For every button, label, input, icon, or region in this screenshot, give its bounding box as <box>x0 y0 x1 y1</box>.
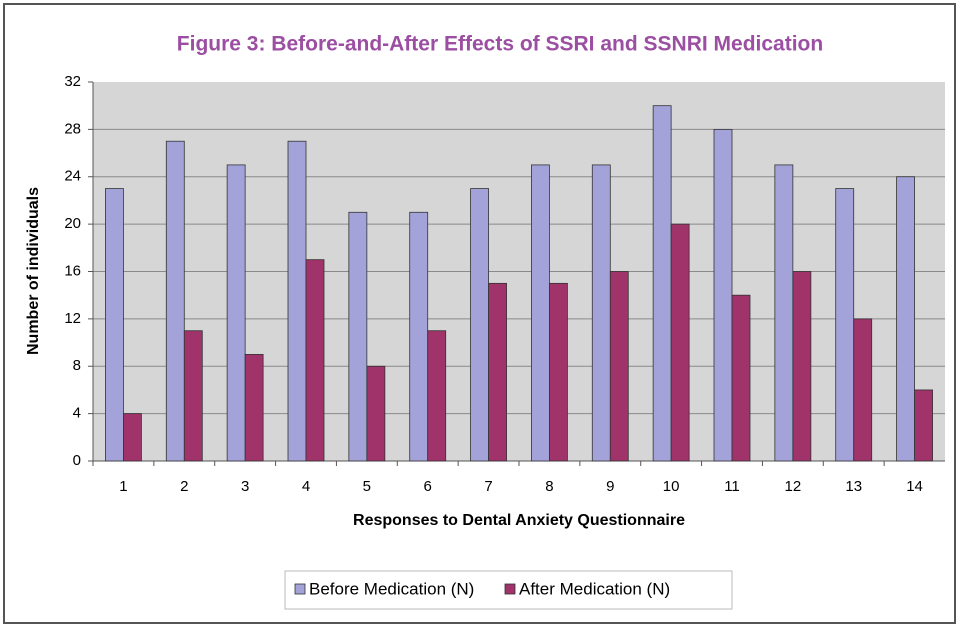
bar <box>123 413 142 462</box>
legend-box <box>284 570 733 610</box>
bar <box>713 128 733 462</box>
bar <box>470 188 489 462</box>
y-tick-label: 16 <box>64 262 81 279</box>
x-tick-label: 14 <box>906 478 923 495</box>
bar <box>609 271 629 462</box>
bar <box>165 140 185 462</box>
y-tick-label: 4 <box>73 405 81 422</box>
bar <box>287 140 307 462</box>
x-tick-label: 4 <box>302 478 310 495</box>
legend-label: Before Medication (N) <box>309 579 474 598</box>
bar <box>226 164 246 462</box>
y-tick-label: 32 <box>64 73 81 90</box>
x-tick-label: 12 <box>785 478 802 495</box>
bar <box>244 354 264 462</box>
x-tick-label: 10 <box>663 478 680 495</box>
x-tick-label: 8 <box>545 478 553 495</box>
bar <box>366 365 386 462</box>
y-tick-label: 0 <box>73 452 81 469</box>
x-tick-label: 7 <box>484 478 492 495</box>
bar <box>183 330 203 462</box>
bar <box>591 164 611 462</box>
y-tick-label: 28 <box>64 120 81 137</box>
bar <box>853 318 873 462</box>
x-tick-label: 6 <box>424 478 432 495</box>
x-tick-label: 11 <box>724 478 740 495</box>
x-tick-label: 9 <box>606 478 614 495</box>
bar <box>305 259 325 462</box>
x-tick-label: 1 <box>119 478 127 495</box>
bar <box>549 282 568 462</box>
y-tick-label: 24 <box>64 168 81 185</box>
bar <box>731 294 751 462</box>
bar <box>105 188 124 462</box>
legend-swatch <box>294 583 306 595</box>
bar <box>531 164 550 462</box>
y-tick-label: 12 <box>64 310 81 327</box>
bar <box>409 211 429 462</box>
x-tick-label: 13 <box>845 478 862 495</box>
bar <box>348 211 368 462</box>
y-axis-label: Number of individuals <box>25 187 42 355</box>
bar <box>896 176 915 462</box>
bar <box>488 282 507 462</box>
bar <box>835 188 855 462</box>
bar <box>652 105 672 462</box>
y-tick-label: 8 <box>73 357 81 374</box>
x-tick-label: 2 <box>180 478 188 495</box>
legend-swatch <box>504 583 516 595</box>
y-tick-label: 20 <box>64 215 81 232</box>
chart-title: Figure 3: Before-and-After Effects of SS… <box>177 33 823 56</box>
x-tick-label: 3 <box>241 478 249 495</box>
bar <box>792 271 812 462</box>
legend-label: After Medication (N) <box>519 579 670 598</box>
x-tick-label: 5 <box>363 478 371 495</box>
bar <box>427 330 447 462</box>
bar <box>670 223 690 462</box>
x-axis-label: Responses to Dental Anxiety Questionnair… <box>353 512 685 529</box>
bar <box>774 164 794 462</box>
bar <box>914 389 933 462</box>
